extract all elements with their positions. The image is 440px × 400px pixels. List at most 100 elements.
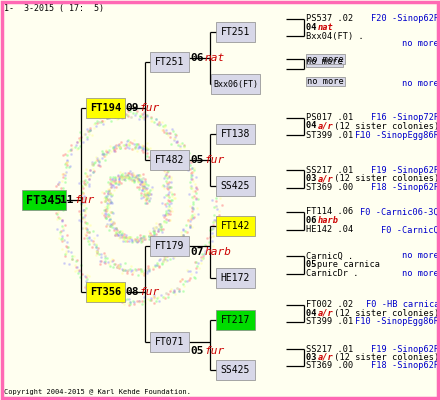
Point: [185, 217, 192, 224]
Point: [104, 203, 111, 209]
Point: [84, 179, 91, 185]
Point: [162, 126, 169, 133]
Point: [138, 234, 145, 241]
Point: [135, 175, 142, 182]
Point: [132, 174, 139, 180]
Point: [133, 267, 140, 274]
Text: Bxx06(FT): Bxx06(FT): [213, 80, 258, 88]
Point: [187, 166, 194, 172]
Point: [101, 207, 108, 213]
Point: [213, 206, 220, 212]
Point: [139, 182, 146, 189]
Point: [94, 288, 101, 294]
Point: [137, 144, 144, 150]
Point: [131, 137, 138, 144]
Point: [158, 154, 165, 160]
Point: [209, 196, 216, 203]
Point: [158, 261, 165, 267]
Point: [128, 238, 136, 245]
Point: [111, 175, 118, 182]
Point: [187, 162, 194, 168]
Point: [141, 191, 148, 198]
Point: [95, 288, 103, 294]
Point: [89, 228, 96, 234]
Point: [153, 121, 160, 127]
Point: [97, 162, 104, 169]
Point: [92, 284, 99, 290]
Point: [93, 249, 100, 255]
Text: 04: 04: [306, 23, 322, 32]
Point: [115, 115, 122, 121]
Point: [139, 174, 147, 181]
Point: [62, 253, 69, 260]
Point: [52, 210, 59, 216]
Point: [206, 227, 213, 233]
Point: [78, 134, 85, 140]
Point: [63, 162, 70, 168]
Point: [112, 142, 119, 148]
Point: [135, 266, 142, 272]
Point: [104, 292, 111, 299]
Point: [121, 176, 128, 183]
Point: [140, 181, 147, 188]
Point: [191, 274, 198, 280]
Point: [123, 174, 130, 180]
Point: [119, 236, 126, 242]
Point: [115, 142, 122, 148]
Point: [116, 144, 123, 150]
Point: [159, 164, 166, 170]
Point: [170, 288, 177, 294]
Point: [161, 166, 168, 173]
Point: [157, 221, 164, 227]
Point: [176, 244, 183, 251]
Point: [86, 283, 93, 289]
Text: no more: no more: [402, 270, 439, 278]
Point: [79, 138, 86, 145]
FancyBboxPatch shape: [216, 22, 255, 42]
Point: [166, 208, 173, 214]
Text: FT138: FT138: [221, 129, 250, 139]
Point: [123, 172, 130, 178]
Point: [90, 283, 97, 290]
Point: [121, 174, 128, 180]
Point: [62, 169, 69, 176]
Point: [188, 168, 195, 175]
Point: [111, 177, 118, 183]
Point: [178, 228, 185, 235]
Point: [103, 196, 110, 202]
Point: [147, 232, 154, 238]
Point: [189, 184, 196, 191]
Point: [188, 194, 195, 201]
Point: [110, 187, 117, 194]
Point: [119, 170, 126, 176]
Point: [159, 294, 166, 300]
Point: [165, 172, 172, 179]
Point: [77, 274, 84, 280]
Point: [85, 238, 92, 244]
Point: [82, 225, 89, 231]
Point: [172, 241, 179, 247]
Point: [136, 184, 143, 190]
Point: [104, 207, 111, 213]
Point: [119, 233, 126, 240]
Point: [80, 202, 87, 208]
Point: [112, 228, 119, 234]
Point: [160, 214, 167, 220]
Point: [156, 264, 163, 270]
Point: [110, 219, 117, 226]
Point: [163, 203, 170, 210]
Point: [106, 296, 113, 303]
Point: [134, 298, 141, 304]
Point: [105, 212, 112, 218]
Point: [107, 193, 114, 199]
Point: [130, 178, 137, 184]
Point: [113, 264, 120, 270]
Point: [76, 266, 83, 273]
Point: [102, 193, 109, 200]
Point: [62, 172, 69, 178]
Point: [140, 183, 147, 190]
Point: [166, 202, 173, 209]
Point: [131, 177, 138, 184]
Point: [103, 193, 110, 199]
Point: [108, 184, 115, 190]
